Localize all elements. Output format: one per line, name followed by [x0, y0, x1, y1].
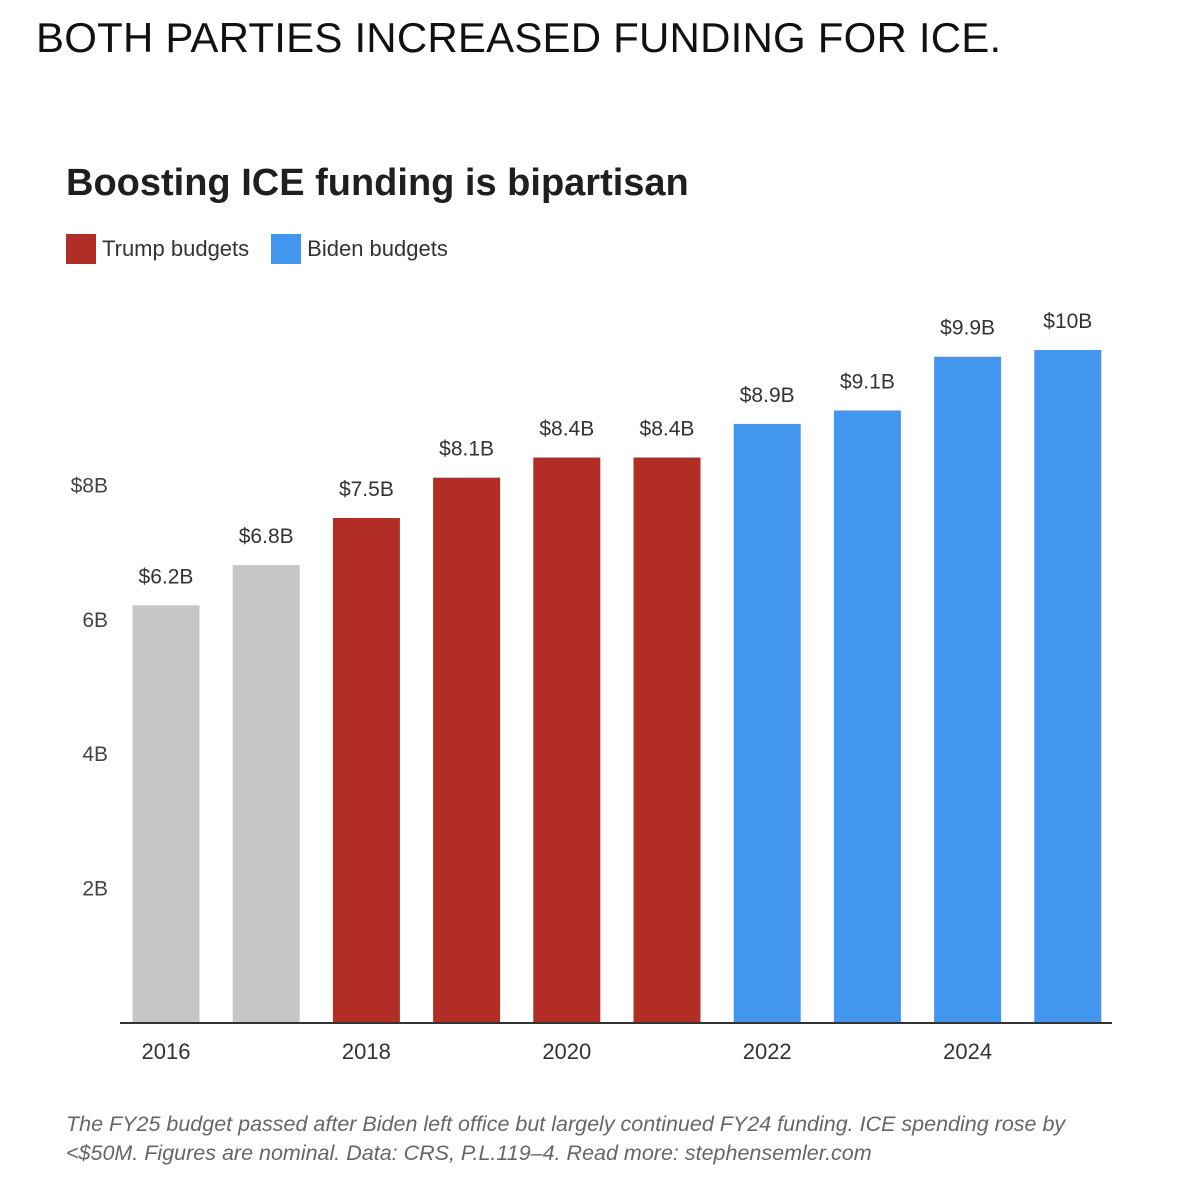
data-label-2019: $8.1B	[439, 438, 494, 461]
y-tick-label: 6B	[82, 609, 108, 632]
chart-footnote: The FY25 budget passed after Biden left …	[66, 1112, 1066, 1165]
chart-title: Boosting ICE funding is bipartisan	[66, 162, 689, 204]
data-label-2022: $8.9B	[740, 384, 795, 407]
x-tick-label: 2024	[943, 1039, 992, 1064]
data-label-2020: $8.4B	[539, 418, 594, 441]
bar-2019	[433, 477, 501, 1022]
y-tick-label: 2B	[82, 878, 108, 901]
data-label-2023: $9.1B	[840, 370, 895, 393]
y-tick-label: $8B	[71, 474, 108, 497]
chart-legend: Trump budgets Biden budgets	[66, 234, 470, 264]
legend-label-trump: Trump budgets	[102, 236, 250, 261]
bar-2021	[633, 457, 701, 1022]
bar-2025	[1034, 350, 1102, 1022]
bar-chart: 2B 4B 6B $8B $6.2B $6.8B $7.5B $8.1B $8.4B $8.4B $…	[71, 310, 1112, 1064]
data-label-2024: $9.9B	[940, 317, 995, 340]
x-tick-label: 2020	[542, 1039, 591, 1064]
legend-item-trump: Trump budgets	[66, 234, 249, 264]
x-tick-label: 2018	[342, 1039, 391, 1064]
bar-2016	[132, 605, 200, 1022]
data-label-2017: $6.8B	[239, 525, 294, 548]
x-tick-label: 2022	[743, 1039, 792, 1064]
bar-2020	[533, 457, 601, 1022]
data-label-2025: $10B	[1043, 310, 1092, 333]
x-tick-label: 2016	[142, 1039, 191, 1064]
bar-2022	[733, 423, 801, 1022]
legend-item-biden: Biden budgets	[271, 234, 448, 264]
bar-2017	[232, 565, 300, 1022]
y-tick-label: 4B	[82, 743, 108, 766]
bar-2024	[934, 356, 1002, 1023]
data-label-2018: $7.5B	[339, 478, 394, 501]
bar-2018	[332, 518, 400, 1022]
bar-2023	[833, 410, 901, 1022]
data-label-2016: $6.2B	[139, 565, 194, 588]
legend-label-biden: Biden budgets	[307, 236, 448, 261]
legend-swatch-biden	[271, 234, 302, 264]
legend-swatch-trump	[66, 234, 96, 264]
post-caption: BOTH PARTIES INCREASED FUNDING FOR ICE.	[36, 14, 1002, 61]
data-label-2021: $8.4B	[640, 418, 695, 441]
